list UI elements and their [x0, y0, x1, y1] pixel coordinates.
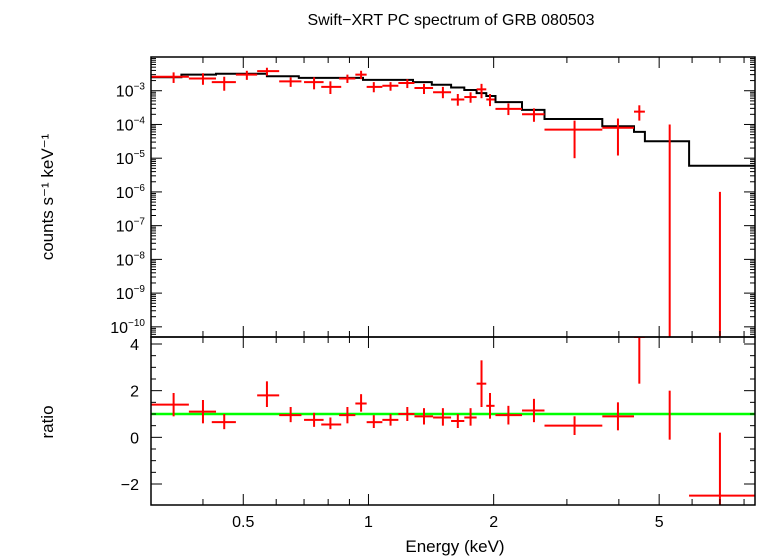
ratio-data-point [366, 415, 383, 428]
ratio-data-point [602, 402, 635, 431]
ratio-frame [150, 336, 756, 506]
spectrum-y-axis-label: counts s⁻¹ keV⁻¹ [38, 133, 57, 260]
spectrum-y-tick-label: 10−10 [110, 318, 145, 337]
ratio-data-point [279, 407, 302, 423]
ratio-data-point [398, 407, 415, 421]
model-step-line [151, 72, 755, 167]
spectrum-data-point [366, 82, 383, 93]
ratio-data-point [339, 407, 356, 424]
spectrum-data-point [398, 79, 415, 89]
ratio-data-point [476, 360, 487, 407]
ratio-y-tick-label: 2 [130, 384, 139, 401]
spectrum-y-tick-label: 10−5 [116, 149, 146, 168]
ratio-data-point [211, 414, 236, 430]
ratio-data-point [464, 408, 477, 426]
spectrum-data-point [211, 76, 236, 91]
spectrum-data-point [522, 108, 545, 122]
spectrum-data-point [355, 70, 367, 80]
spectrum-y-tick-label: 10−6 [116, 183, 146, 202]
spectrum-data-point [464, 92, 477, 103]
spectrum-y-tick-label: 10−9 [116, 284, 146, 303]
ratio-data-point [486, 393, 495, 419]
x-tick-label: 2 [489, 514, 498, 531]
ratio-y-axis-label: ratio [38, 405, 57, 438]
ratio-data-point [689, 432, 755, 505]
spectrum-data-point [151, 72, 189, 83]
ratio-data-point [414, 408, 434, 425]
spectrum-y-tick-label: 10−7 [116, 217, 146, 236]
spectrum-data-point [486, 93, 495, 107]
spectrum-panel: 10−3 10−4 10−5 10−6 10−7 10−8 10−9 10−10 [110, 56, 756, 338]
spectrum-plot-area [151, 67, 755, 337]
spectrum-data-point [382, 82, 399, 91]
ratio-data-point [382, 414, 399, 426]
spectrum-data-point [188, 73, 217, 85]
ratio-data-point [544, 416, 603, 435]
spectrum-y-tick-label: 10−4 [116, 115, 146, 134]
spectrum-data-point [279, 77, 302, 87]
ratio-y-tick-label: 0 [130, 430, 139, 447]
ratio-data-point [634, 337, 645, 384]
ratio-data-point [451, 414, 465, 428]
ratio-data-point [257, 381, 280, 407]
ratio-y-tick-label: 4 [130, 337, 139, 354]
spectrum-data-point [414, 83, 434, 94]
chart-title: Swift−XRT PC spectrum of GRB 080503 [307, 12, 594, 29]
ratio-data-point [433, 408, 452, 426]
spectrum-data-point [451, 93, 465, 106]
spectrum-data-point [304, 77, 324, 90]
ratio-y-tick-label: −2 [121, 477, 139, 494]
spectrum-y-tick-label: 10−8 [116, 250, 146, 269]
x-axis-label: Energy (keV) [405, 537, 504, 556]
spectrum-y-tick-label: 10−3 [116, 82, 146, 101]
spectrum-data-point [495, 103, 523, 116]
ratio-data-point [321, 417, 342, 430]
spectrum-data-point [235, 70, 258, 80]
ratio-plot-area [151, 337, 755, 505]
x-tick-label: 5 [655, 514, 664, 531]
x-tick-label: 1 [364, 514, 373, 531]
ratio-panel: 4 2 0 −2 0.5 1 2 5 [121, 336, 756, 531]
spectrum-data-point [321, 81, 342, 94]
ratio-data-point [304, 412, 324, 427]
spectrum-data-point [433, 86, 452, 99]
ratio-data-point [188, 400, 217, 424]
spectrum-data-point [257, 67, 280, 76]
spectrum-data-point [602, 118, 635, 156]
x-tick-label: 0.5 [232, 514, 254, 531]
ratio-data-point [355, 394, 367, 412]
spectrum-data-point [544, 120, 603, 159]
spectrum-data-point [476, 83, 487, 99]
spectrum-data-point [634, 105, 645, 121]
ratio-data-point [151, 393, 189, 417]
spectrum-data-point [339, 74, 356, 83]
ratio-data-point [495, 405, 523, 425]
ratio-data-point [522, 398, 545, 423]
